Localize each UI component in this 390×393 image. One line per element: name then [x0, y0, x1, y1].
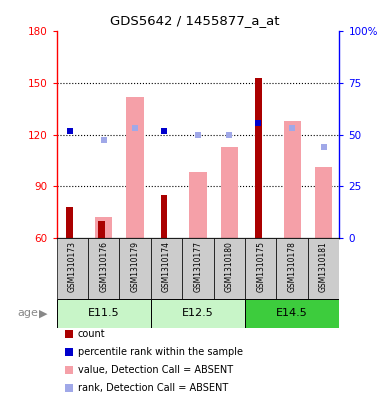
- Bar: [255, 78, 262, 238]
- Bar: [57, 299, 151, 328]
- Text: GSM1310176: GSM1310176: [99, 241, 108, 292]
- Bar: [119, 238, 151, 299]
- Bar: [277, 238, 308, 299]
- Bar: [151, 238, 182, 299]
- Text: GSM1310177: GSM1310177: [193, 241, 202, 292]
- Text: E14.5: E14.5: [276, 309, 308, 318]
- Text: GSM1310179: GSM1310179: [131, 241, 140, 292]
- Bar: [308, 238, 339, 299]
- Text: E12.5: E12.5: [182, 309, 214, 318]
- Bar: [65, 330, 73, 338]
- Text: GSM1310180: GSM1310180: [225, 241, 234, 292]
- Bar: [161, 195, 167, 238]
- Text: GSM1310181: GSM1310181: [319, 241, 328, 292]
- Text: count: count: [78, 329, 106, 339]
- Text: GDS5642 / 1455877_a_at: GDS5642 / 1455877_a_at: [110, 14, 280, 27]
- Text: GSM1310173: GSM1310173: [68, 241, 77, 292]
- Text: ▶: ▶: [39, 309, 48, 318]
- Text: percentile rank within the sample: percentile rank within the sample: [78, 347, 243, 357]
- Bar: [182, 238, 214, 299]
- Bar: [214, 238, 245, 299]
- Bar: [57, 238, 88, 299]
- Bar: [95, 217, 112, 238]
- Bar: [151, 299, 245, 328]
- Bar: [88, 238, 119, 299]
- Bar: [126, 97, 144, 238]
- Bar: [98, 220, 105, 238]
- Bar: [221, 147, 238, 238]
- Bar: [284, 121, 301, 238]
- Text: rank, Detection Call = ABSENT: rank, Detection Call = ABSENT: [78, 383, 228, 393]
- Bar: [65, 366, 73, 374]
- Text: GSM1310174: GSM1310174: [162, 241, 171, 292]
- Bar: [189, 173, 207, 238]
- Bar: [315, 167, 332, 238]
- Bar: [65, 384, 73, 392]
- Bar: [66, 207, 73, 238]
- Text: E11.5: E11.5: [88, 309, 119, 318]
- Text: GSM1310178: GSM1310178: [288, 241, 297, 292]
- Bar: [65, 348, 73, 356]
- Bar: [245, 238, 277, 299]
- Text: age: age: [18, 309, 39, 318]
- Text: value, Detection Call = ABSENT: value, Detection Call = ABSENT: [78, 365, 233, 375]
- Text: GSM1310175: GSM1310175: [256, 241, 265, 292]
- Bar: [245, 299, 339, 328]
